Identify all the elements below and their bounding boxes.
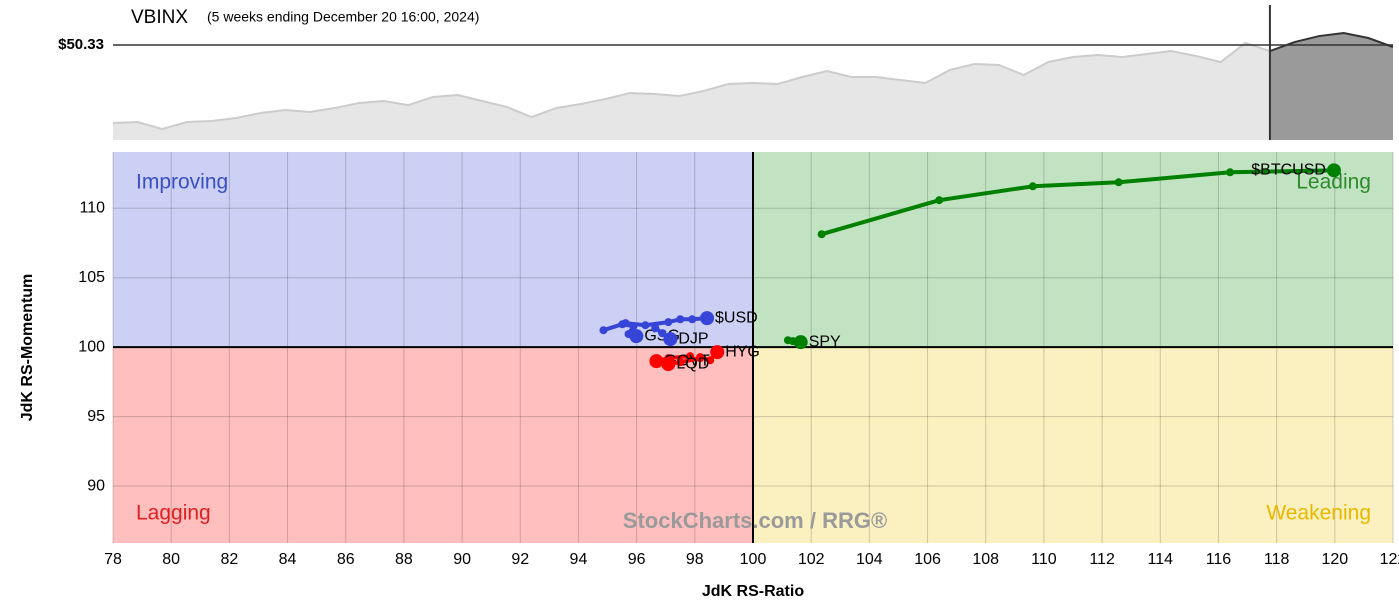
price-area-highlight [1269, 33, 1393, 140]
tail-head [793, 335, 808, 350]
tail-dot [651, 324, 660, 333]
quadrant-label: Weakening [1266, 502, 1371, 525]
tail-dot [641, 321, 650, 330]
x-tick-label: 78 [104, 551, 122, 568]
quadrant [753, 347, 1393, 543]
x-tick-label: 94 [570, 551, 588, 568]
tail-head [661, 357, 676, 372]
quadrant-label: Leading [1296, 171, 1371, 194]
tail-head [649, 354, 664, 369]
x-tick-label: 120 [1321, 551, 1348, 568]
series-label: SPY [809, 333, 841, 350]
x-tick-label: 110 [1031, 551, 1057, 568]
tail-dot [706, 356, 715, 365]
tail-dot [676, 315, 685, 324]
tail-head [629, 329, 644, 344]
tail-dot [696, 354, 705, 363]
y-tick-label: $50.33 [58, 36, 104, 53]
tail-dot [664, 318, 673, 327]
x-tick-label: 104 [856, 551, 883, 568]
series-label: DJP [678, 330, 708, 347]
tail-dot [658, 329, 667, 338]
x-tick-label: 90 [453, 551, 471, 568]
chart-title: VBINX [131, 7, 188, 28]
tail-dot [688, 315, 697, 324]
y-axis-title: JdK RS-Momentum [19, 274, 36, 422]
quadrant [113, 347, 753, 543]
y-tick-label: 90 [87, 477, 105, 494]
chart-subtitle: (5 weeks ending December 20 16:00, 2024) [207, 9, 479, 25]
quadrant [113, 152, 753, 348]
x-tick-label: 80 [162, 551, 180, 568]
x-tick-label: 108 [972, 551, 999, 568]
y-tick-label: 100 [78, 338, 105, 355]
x-tick-label: 114 [1148, 551, 1174, 568]
x-tick-label: 86 [337, 551, 355, 568]
x-tick-label: 122 [1380, 551, 1399, 568]
tail-head [700, 311, 715, 326]
tail-dot [676, 358, 685, 367]
x-tick-label: 100 [740, 551, 767, 568]
x-tick-label: 96 [628, 551, 646, 568]
x-axis-title: JdK RS-Ratio [702, 583, 804, 600]
y-tick-label: 95 [87, 408, 105, 425]
series-label: LQD [676, 355, 709, 372]
price-area-highlight-line [1269, 32, 1394, 52]
quadrant-label: Improving [136, 171, 228, 194]
series-label: $USD [715, 309, 758, 326]
watermark: StockCharts.com / RRG® [623, 508, 887, 533]
x-tick-label: 98 [686, 551, 704, 568]
price-area [113, 42, 1270, 141]
x-tick-label: 118 [1264, 551, 1290, 568]
x-tick-label: 106 [914, 551, 941, 568]
tail-head [710, 345, 725, 360]
tail-head [663, 332, 678, 347]
tail-head [1326, 163, 1341, 178]
tail-line [821, 168, 1334, 237]
price-area-line [112, 41, 1271, 131]
tail-dot [629, 322, 638, 331]
x-tick-label: 88 [395, 551, 413, 568]
y-tick-label: 110 [79, 199, 105, 216]
series-label: HYG [725, 343, 760, 360]
x-tick-label: 102 [798, 551, 825, 568]
x-tick-label: 112 [1089, 551, 1115, 568]
tail-dot [1114, 178, 1123, 187]
tail-dot [935, 196, 944, 205]
x-tick-label: 84 [279, 551, 297, 568]
tail-dot [1028, 182, 1037, 191]
y-tick-label: 105 [78, 269, 105, 286]
x-tick-label: 92 [511, 551, 529, 568]
x-tick-label: 82 [220, 551, 238, 568]
tail-dot [599, 326, 608, 335]
tail-dot [618, 320, 627, 329]
tail-dot [1226, 168, 1235, 177]
series-label: $BTCUSD [1251, 162, 1326, 179]
quadrant-label: Lagging [136, 502, 211, 525]
x-tick-label: 116 [1206, 551, 1232, 568]
tail-dot [817, 230, 826, 239]
